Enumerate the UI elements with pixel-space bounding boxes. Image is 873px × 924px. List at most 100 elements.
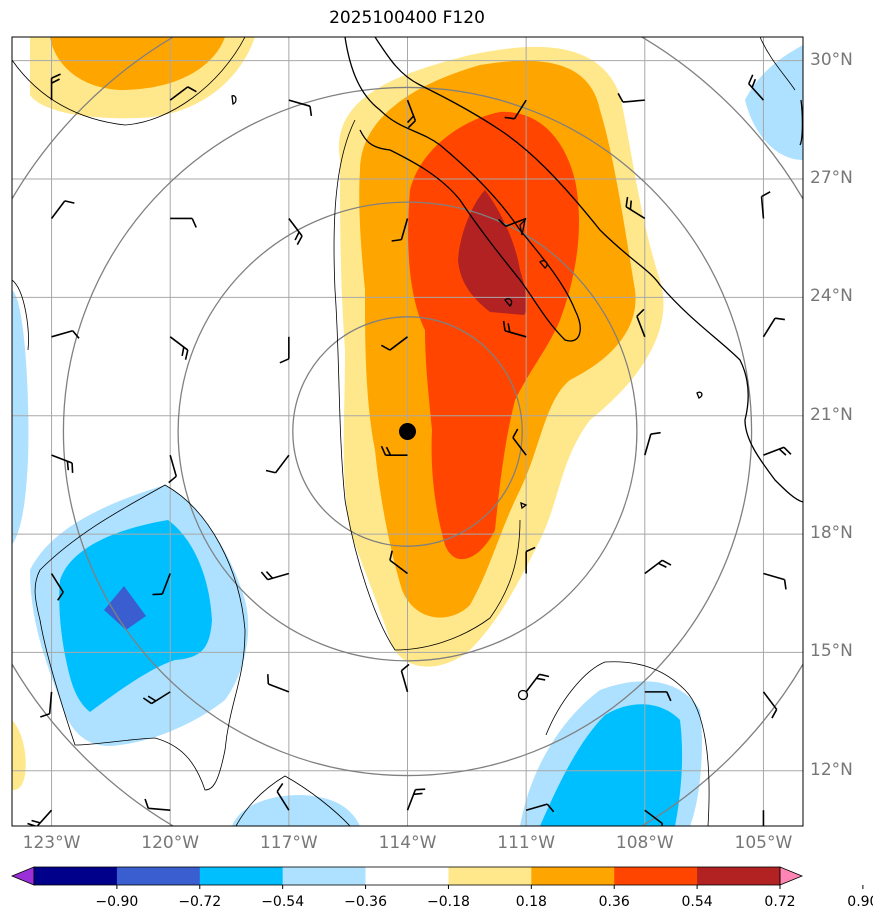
wind-barb: [625, 196, 646, 220]
wind-barb: [763, 446, 792, 456]
contour-fill-neg-0-18-s: [232, 795, 360, 826]
wind-barb: [265, 454, 290, 474]
wind-barb: [144, 798, 171, 812]
colorbar-tick-label: 0.18: [515, 894, 547, 910]
wind-barb: [50, 200, 75, 219]
wind-barb: [747, 74, 765, 101]
wind-barb: [762, 691, 778, 719]
wind-barb: [288, 99, 313, 117]
map-area: [12, 37, 803, 826]
lon-label: 117°W: [259, 833, 318, 853]
wind-barb: [380, 445, 408, 456]
lat-label: 15°N: [810, 641, 853, 662]
range-ring: [177, 201, 638, 662]
wind-barb: [406, 99, 417, 129]
island-4: [799, 99, 803, 146]
wind-barb: [267, 674, 290, 693]
wind-barb: [636, 308, 646, 338]
wind-barb: [142, 691, 171, 705]
wind-barb: [525, 803, 555, 813]
wind-barb: [762, 810, 765, 826]
wind-barbs: [27, 73, 792, 826]
lon-label: 114°W: [378, 833, 437, 853]
wind-barb: [644, 431, 661, 456]
range-ring: [292, 316, 523, 547]
island-2: [231, 95, 237, 105]
mainland-mexico-coastline: [374, 37, 803, 503]
contour-fill-0-54: [408, 111, 580, 560]
wind-barb: [525, 673, 550, 693]
colorbar-tick-label: 0.90: [847, 894, 873, 910]
lat-label: 18°N: [810, 523, 853, 544]
colorbar-segment: [531, 867, 615, 885]
colorbar-segment: [199, 867, 284, 885]
colorbar: [10, 866, 864, 889]
wind-barb: [644, 691, 672, 702]
contour-fill-neg-0-18-ne: [745, 45, 803, 160]
wind-barb: [512, 428, 527, 456]
colorbar-segment: [448, 867, 532, 885]
colorbar-extend-low: [10, 866, 35, 886]
contour-fill-neg-0-18-w: [12, 290, 29, 545]
wind-barb: [27, 809, 53, 826]
colorbar-tick-label: 0.36: [598, 894, 630, 910]
wind-barb: [380, 336, 408, 351]
lon-label: 111°W: [497, 833, 556, 853]
wind-barb: [502, 320, 527, 338]
colorbar-segment: [282, 867, 367, 885]
island-1: [696, 391, 703, 399]
wind-barb: [169, 86, 197, 101]
lon-label: 108°W: [615, 833, 674, 853]
wind-barb: [400, 663, 410, 693]
colorbar-tick-label: −0.36: [344, 894, 387, 910]
storm-center-marker: [399, 423, 416, 440]
colorbar-frame: [33, 866, 781, 886]
wind-barb: [763, 572, 787, 590]
contour-fill-neg-0-54-west: [104, 586, 146, 630]
wind-barb: [389, 550, 408, 575]
colorbar-tick-label: −0.90: [95, 894, 139, 910]
colorbar-segment: [365, 867, 449, 885]
colorbar-tick-label: −0.72: [178, 894, 222, 910]
lon-label: 120°W: [141, 833, 200, 853]
colorbar-extend-high: [779, 866, 804, 886]
gulf-islands: [504, 218, 548, 307]
wind-barb: [170, 217, 197, 228]
colorbar-tick-label: 0.72: [764, 894, 796, 910]
contour-fill-neg-0-36-se: [540, 704, 683, 826]
wind-barb: [279, 336, 290, 364]
colorbar-segment: [697, 867, 781, 885]
wind-barb: [50, 573, 64, 601]
wind-barb: [51, 329, 80, 339]
lat-label: 21°N: [810, 404, 853, 425]
wind-barb: [762, 317, 785, 338]
contour-lines: [12, 37, 796, 826]
contour-fill-0-18-sw: [12, 720, 26, 790]
wind-barb: [276, 782, 290, 811]
wind-barb: [260, 571, 290, 581]
clarion-island: [517, 689, 529, 701]
map-frame: [11, 36, 804, 827]
wind-barb: [644, 559, 672, 575]
wind-barb: [644, 809, 664, 826]
wind-barb: [288, 217, 303, 246]
wind-barb: [391, 218, 409, 242]
lat-label: 30°N: [810, 49, 853, 70]
contour-fill-0-36-nw: [50, 37, 225, 90]
lat-label: 27°N: [810, 168, 853, 189]
colorbar-segment: [614, 867, 698, 885]
lon-label: 123°W: [22, 833, 81, 853]
range-ring: [62, 86, 753, 777]
wind-barb: [504, 99, 527, 120]
colorbar-tick-label: −0.18: [426, 894, 470, 910]
wind-barb: [51, 454, 74, 473]
wind-barb: [406, 788, 426, 811]
baja-california-coastline: [344, 37, 581, 342]
map-title: 2025100400 F120: [329, 8, 485, 28]
wind-barb: [498, 217, 527, 228]
island-3: [520, 501, 528, 510]
wind-barb: [525, 546, 536, 574]
wind-barb: [760, 191, 771, 219]
wind-barb: [50, 73, 61, 101]
